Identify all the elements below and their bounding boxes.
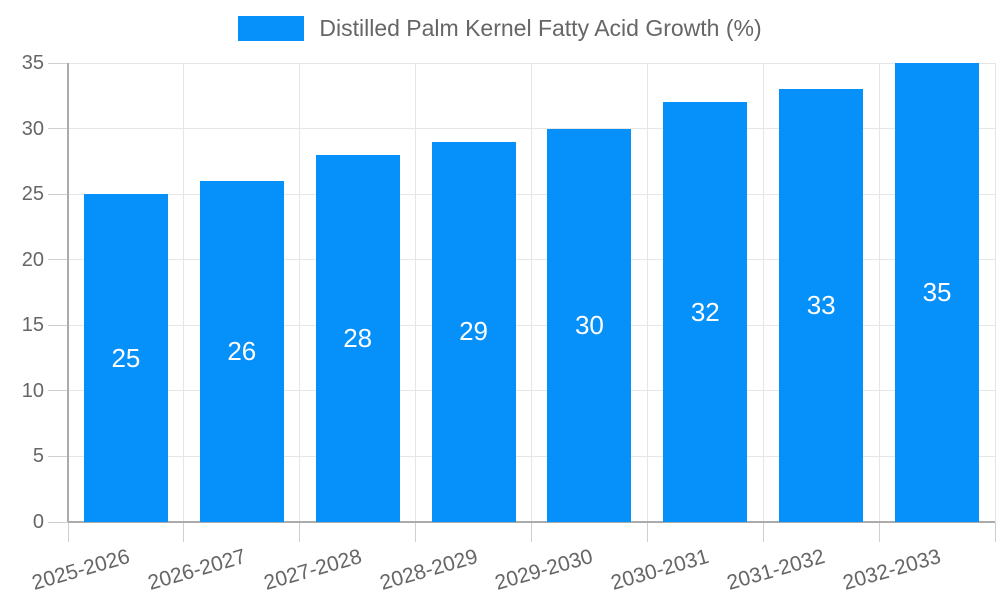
bar[interactable]: 30: [547, 128, 632, 522]
bar-value-label: 28: [343, 322, 373, 353]
y-axis-tick: [48, 62, 68, 64]
x-axis-tick: [878, 522, 880, 542]
x-axis-tick: [299, 522, 301, 542]
bar[interactable]: 35: [895, 63, 980, 522]
x-axis-tick: [994, 522, 996, 542]
bar[interactable]: 25: [83, 194, 168, 522]
gridline-vertical: [994, 63, 996, 522]
y-axis-tick-label: 25: [21, 183, 44, 206]
bar-value-label: 26: [227, 336, 257, 366]
bar-value-label: 30: [574, 309, 604, 340]
bar-value-label: 33: [806, 290, 836, 321]
gridline-vertical: [299, 63, 301, 522]
bar[interactable]: 33: [779, 89, 864, 522]
y-axis-tick: [48, 521, 68, 523]
gridline-vertical: [762, 63, 764, 522]
legend-swatch: [238, 16, 305, 41]
bar[interactable]: 32: [663, 102, 748, 522]
x-axis-tick: [646, 522, 648, 542]
y-axis-line: [67, 63, 69, 522]
bar-value-label: 35: [922, 277, 952, 307]
y-axis-tick-label: 15: [21, 314, 44, 337]
y-axis-tick: [48, 128, 68, 130]
y-axis-tick-label: 30: [21, 117, 44, 140]
y-axis-tick: [48, 193, 68, 195]
legend-label: Distilled Palm Kernel Fatty Acid Growth …: [319, 15, 762, 41]
y-axis-tick: [48, 455, 68, 457]
y-axis-tick: [48, 324, 68, 326]
gridline-vertical: [646, 63, 648, 522]
y-axis-tick-label: 10: [21, 379, 44, 402]
y-axis-tick-label: 0: [32, 511, 44, 533]
y-axis-tick: [48, 390, 68, 392]
bar[interactable]: 29: [431, 141, 516, 522]
gridline-vertical: [415, 63, 417, 522]
x-axis-tick: [415, 522, 417, 542]
bar-value-label: 25: [111, 342, 141, 373]
bar[interactable]: 28: [315, 154, 400, 522]
x-axis-tick: [183, 522, 185, 542]
x-axis-line: [68, 521, 995, 523]
bar-value-label: 32: [690, 296, 720, 327]
legend: Distilled Palm Kernel Fatty Acid Growth …: [0, 16, 1000, 41]
legend-item[interactable]: Distilled Palm Kernel Fatty Acid Growth …: [238, 15, 762, 41]
y-axis-tick-label: 20: [21, 248, 44, 271]
y-axis-tick-label: 35: [21, 52, 44, 74]
x-axis-tick: [67, 522, 69, 542]
gridline-vertical: [878, 63, 880, 522]
x-axis-tick: [762, 522, 764, 542]
gridline-vertical: [531, 63, 532, 522]
gridline-vertical: [183, 63, 185, 522]
bar-value-label: 29: [459, 316, 489, 347]
x-axis-tick: [531, 522, 532, 542]
y-axis-tick: [48, 259, 68, 261]
y-axis-tick-label: 5: [32, 445, 44, 468]
bar[interactable]: 26: [199, 181, 284, 522]
